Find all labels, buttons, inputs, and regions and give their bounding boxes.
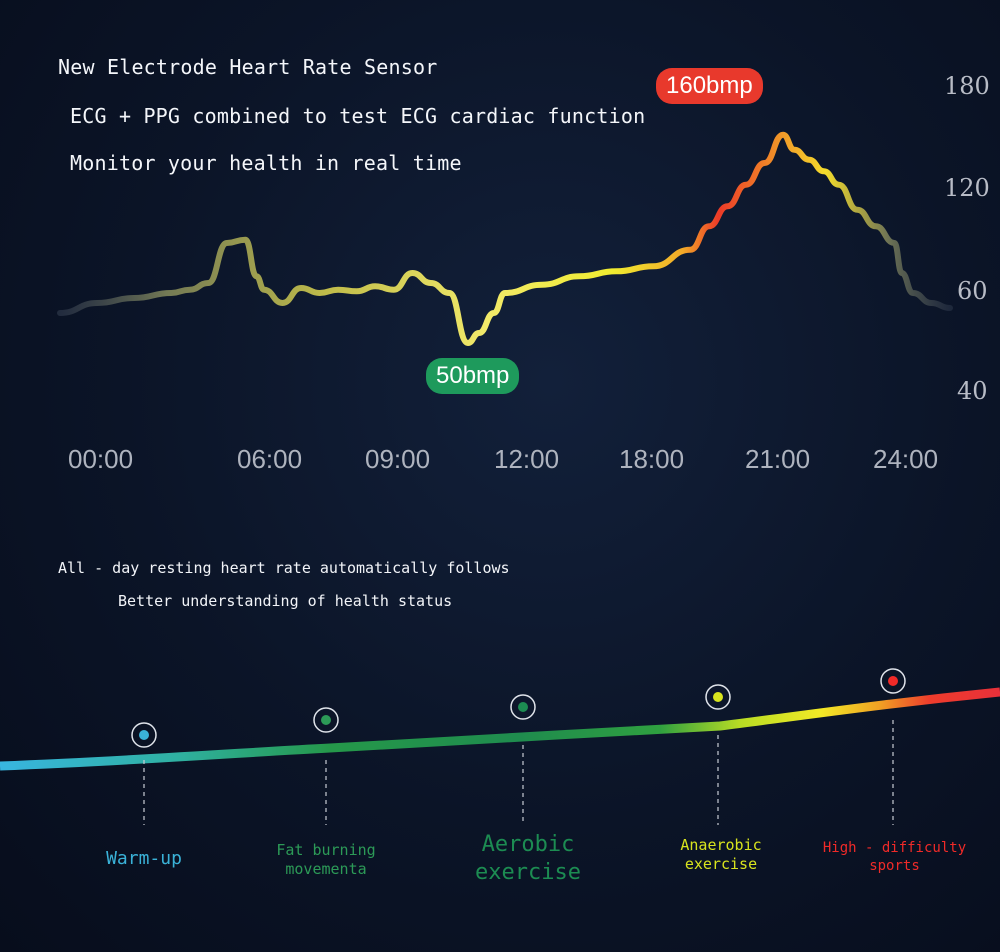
y-tick-label: 60 xyxy=(957,277,988,305)
zone-label-anaerobic: Anaerobic exercise xyxy=(680,836,762,873)
x-tick-label: 12:00 xyxy=(494,444,560,474)
zone-label-fat-burning: Fat burning movementa xyxy=(276,841,376,878)
zone-marker-high-difficulty xyxy=(880,668,906,825)
annotation-peak-160bmp: 160bmp xyxy=(656,68,763,104)
y-tick-label: 180 xyxy=(944,72,990,100)
heart-rate-chart xyxy=(57,131,953,346)
zone-label-warm-up: Warm-up xyxy=(106,848,182,869)
headline-title: New Electrode Heart Rate Sensor xyxy=(58,55,438,79)
heart-rate-series-line xyxy=(57,131,953,346)
x-tick-label: 21:00 xyxy=(745,444,811,474)
headline-ecg: ECG + PPG combined to test ECG cardiac f… xyxy=(70,104,646,128)
y-tick-label: 120 xyxy=(944,174,990,202)
annotation-low-50bmp: 50bmp xyxy=(426,358,520,394)
zone-label-high-difficulty: High - difficulty sports xyxy=(822,840,967,874)
x-tick-label: 24:00 xyxy=(873,444,939,474)
x-tick-label: 06:00 xyxy=(237,444,303,474)
x-tick-label: 09:00 xyxy=(365,444,431,474)
zone-marker-fat-burning xyxy=(313,707,339,825)
x-tick-label: 00:00 xyxy=(68,444,134,474)
note-resting-heart-rate: All - day resting heart rate automatical… xyxy=(58,559,510,577)
zone-label-aerobic: Aerobic exercise xyxy=(475,832,581,885)
zone-marker-anaerobic xyxy=(705,684,731,825)
zone-marker-warm-up xyxy=(131,722,157,825)
exercise-intensity-curve xyxy=(0,687,1000,771)
y-tick-label: 40 xyxy=(957,377,988,405)
headline-monitor: Monitor your health in real time xyxy=(70,151,462,175)
zone-marker-aerobic xyxy=(510,694,536,825)
x-tick-label: 18:00 xyxy=(619,444,685,474)
note-health-status: Better understanding of health status xyxy=(118,592,453,610)
